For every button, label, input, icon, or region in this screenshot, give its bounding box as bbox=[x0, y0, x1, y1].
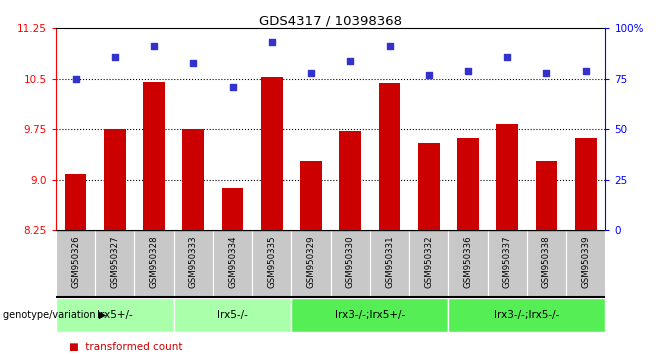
Bar bbox=[340, 131, 361, 230]
Text: GSM950337: GSM950337 bbox=[503, 235, 512, 288]
Bar bbox=[448, 298, 605, 332]
Bar bbox=[331, 230, 370, 297]
Text: lrx3-/-;lrx5-/-: lrx3-/-;lrx5-/- bbox=[494, 310, 559, 320]
Bar bbox=[134, 230, 174, 297]
Point bbox=[542, 70, 552, 75]
Point bbox=[306, 70, 316, 75]
Title: GDS4317 / 10398368: GDS4317 / 10398368 bbox=[259, 14, 402, 27]
Text: GSM950338: GSM950338 bbox=[542, 235, 551, 288]
Bar bbox=[409, 230, 448, 297]
Text: GSM950333: GSM950333 bbox=[189, 235, 198, 288]
Point bbox=[70, 76, 81, 82]
Bar bbox=[575, 138, 597, 230]
Bar bbox=[252, 230, 291, 297]
Text: GSM950336: GSM950336 bbox=[463, 235, 472, 288]
Bar bbox=[496, 124, 518, 230]
Bar bbox=[56, 298, 174, 332]
Point bbox=[188, 60, 199, 65]
Bar bbox=[143, 82, 165, 230]
Bar bbox=[222, 188, 243, 230]
Bar bbox=[457, 138, 479, 230]
Text: GSM950328: GSM950328 bbox=[149, 235, 159, 288]
Bar bbox=[379, 83, 400, 230]
Bar bbox=[64, 174, 86, 230]
Point bbox=[149, 44, 159, 49]
Text: GSM950339: GSM950339 bbox=[581, 235, 590, 288]
Text: GSM950334: GSM950334 bbox=[228, 235, 237, 288]
Bar bbox=[182, 129, 204, 230]
Text: GSM950330: GSM950330 bbox=[345, 235, 355, 288]
Bar bbox=[300, 161, 322, 230]
Point bbox=[502, 54, 513, 59]
Text: lrx5-/-: lrx5-/- bbox=[217, 310, 248, 320]
Bar bbox=[527, 230, 566, 297]
Text: GSM950332: GSM950332 bbox=[424, 235, 433, 288]
Bar bbox=[418, 143, 440, 230]
Bar bbox=[261, 78, 282, 230]
Bar bbox=[174, 298, 291, 332]
Text: ■  transformed count: ■ transformed count bbox=[69, 342, 182, 352]
Point bbox=[345, 58, 355, 63]
Bar bbox=[370, 230, 409, 297]
Text: GSM950327: GSM950327 bbox=[111, 235, 119, 288]
Bar bbox=[448, 230, 488, 297]
Text: genotype/variation ▶: genotype/variation ▶ bbox=[3, 310, 107, 320]
Point bbox=[580, 68, 591, 74]
Point bbox=[227, 84, 238, 90]
Text: lrx3-/-;lrx5+/-: lrx3-/-;lrx5+/- bbox=[335, 310, 405, 320]
Point bbox=[266, 40, 277, 45]
Bar bbox=[104, 129, 126, 230]
Point bbox=[109, 54, 120, 59]
Bar bbox=[291, 298, 448, 332]
Text: GSM950329: GSM950329 bbox=[307, 235, 316, 288]
Bar bbox=[213, 230, 252, 297]
Bar bbox=[291, 230, 331, 297]
Bar bbox=[56, 230, 95, 297]
Bar bbox=[536, 161, 557, 230]
Point bbox=[384, 44, 395, 49]
Text: lrx5+/-: lrx5+/- bbox=[97, 310, 133, 320]
Bar bbox=[566, 230, 605, 297]
Bar bbox=[174, 230, 213, 297]
Text: GSM950326: GSM950326 bbox=[71, 235, 80, 288]
Text: GSM950331: GSM950331 bbox=[385, 235, 394, 288]
Bar bbox=[488, 230, 527, 297]
Point bbox=[424, 72, 434, 78]
Point bbox=[463, 68, 473, 74]
Text: GSM950335: GSM950335 bbox=[267, 235, 276, 288]
Bar bbox=[95, 230, 134, 297]
